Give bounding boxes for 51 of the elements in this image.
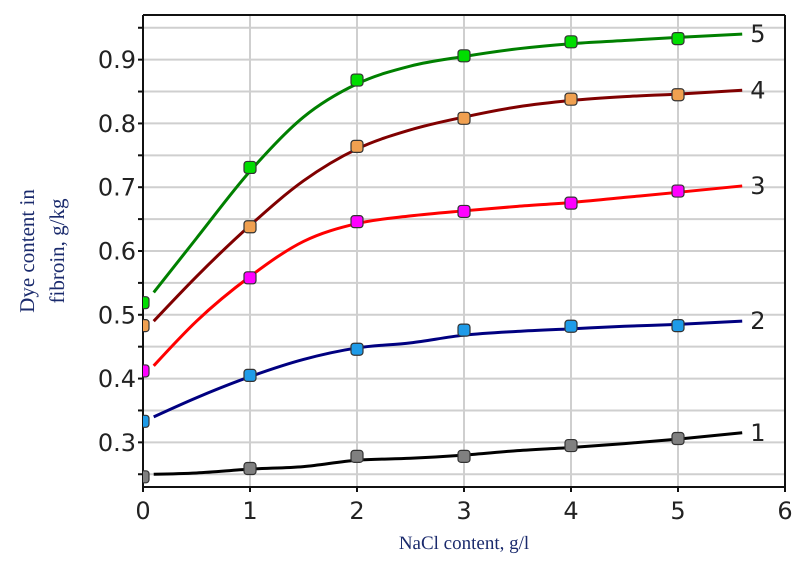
point [564, 92, 578, 106]
point [671, 88, 685, 102]
point [457, 204, 471, 218]
y-tick-label: 0.8 [98, 110, 136, 138]
line-series [152, 88, 744, 323]
x-axis-title: NaCl content, g/l [398, 533, 530, 554]
point [457, 49, 471, 62]
point [243, 462, 257, 476]
point [457, 450, 471, 463]
y-tick-label: 0.6 [98, 238, 136, 266]
x-tick-label: 0 [135, 497, 151, 526]
point [564, 438, 578, 452]
series-label: 1 [750, 418, 766, 447]
line-series [152, 320, 744, 418]
point [243, 160, 257, 174]
y-tick-label: 0.9 [98, 46, 136, 74]
x-tick-label: 3 [456, 497, 472, 526]
point [671, 319, 685, 332]
point [457, 323, 471, 337]
point [671, 32, 685, 46]
line-series [152, 184, 744, 368]
point [243, 220, 257, 234]
x-tick-label: 6 [777, 497, 792, 526]
line-series [152, 32, 744, 294]
point [457, 112, 471, 125]
point [350, 140, 364, 153]
point [243, 271, 257, 284]
point [564, 35, 578, 48]
series-label: 2 [750, 307, 766, 336]
y-axis-title: Dye content in fibroin, g/kg [15, 188, 69, 313]
x-tick-label: 2 [349, 497, 365, 526]
point [564, 320, 578, 333]
y-tick-label: 0.4 [98, 365, 136, 394]
point [350, 342, 364, 356]
x-tick-label: 5 [670, 497, 686, 526]
line-series [152, 431, 744, 476]
point [671, 432, 685, 446]
point [350, 73, 364, 87]
y-tick-label: 0.7 [98, 174, 136, 202]
point [671, 184, 685, 198]
point [350, 450, 364, 463]
point [243, 368, 257, 382]
x-tick-label: 4 [563, 497, 579, 526]
point [564, 196, 578, 210]
y-tick-label: 0.5 [98, 301, 136, 330]
series-label: 4 [750, 76, 766, 104]
x-tick-label: 1 [242, 497, 258, 526]
point [350, 215, 364, 228]
series-label: 3 [750, 172, 766, 200]
y-tick-label: 0.3 [98, 428, 136, 457]
series-label: 5 [750, 20, 766, 48]
